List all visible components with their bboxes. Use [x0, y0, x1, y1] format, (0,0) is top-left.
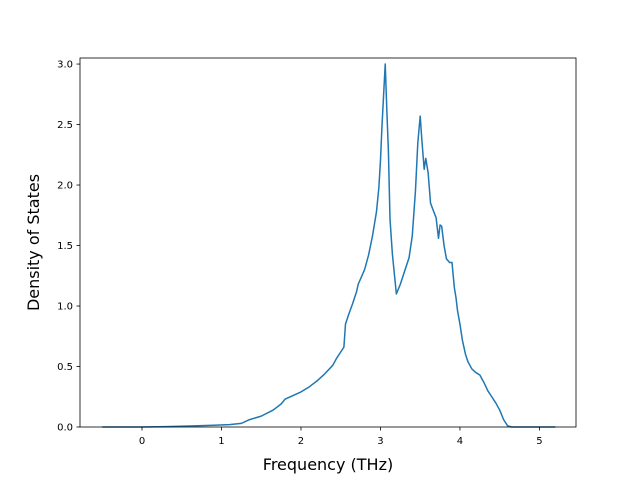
y-axis-ticks: 0.0 0.5 1.0 1.5 2.0 2.5 3.0 — [57, 60, 80, 434]
y-tick-label: 1.5 — [57, 241, 73, 252]
x-axis-label: Frequency (THz) — [263, 455, 393, 474]
x-tick-label: 3 — [377, 436, 383, 447]
axes-frame — [79, 57, 577, 428]
x-tick-label: 5 — [536, 436, 542, 447]
dos-series-line — [102, 63, 556, 428]
y-tick-label: 0.0 — [57, 423, 73, 434]
x-tick-label: 1 — [218, 436, 224, 447]
plot-area — [79, 57, 577, 428]
y-axis-label: Density of States — [24, 174, 43, 311]
x-tick-label: 4 — [457, 436, 463, 447]
x-tick-label: 2 — [298, 436, 304, 447]
x-tick-label: 0 — [139, 436, 145, 447]
y-tick-label: 0.5 — [57, 362, 73, 373]
y-tick-label: 3.0 — [57, 60, 73, 71]
y-tick-label: 1.0 — [57, 302, 73, 313]
y-tick-label: 2.5 — [57, 120, 73, 131]
y-tick-label: 2.0 — [57, 181, 73, 192]
x-axis-ticks: 0 1 2 3 4 5 — [139, 427, 543, 447]
